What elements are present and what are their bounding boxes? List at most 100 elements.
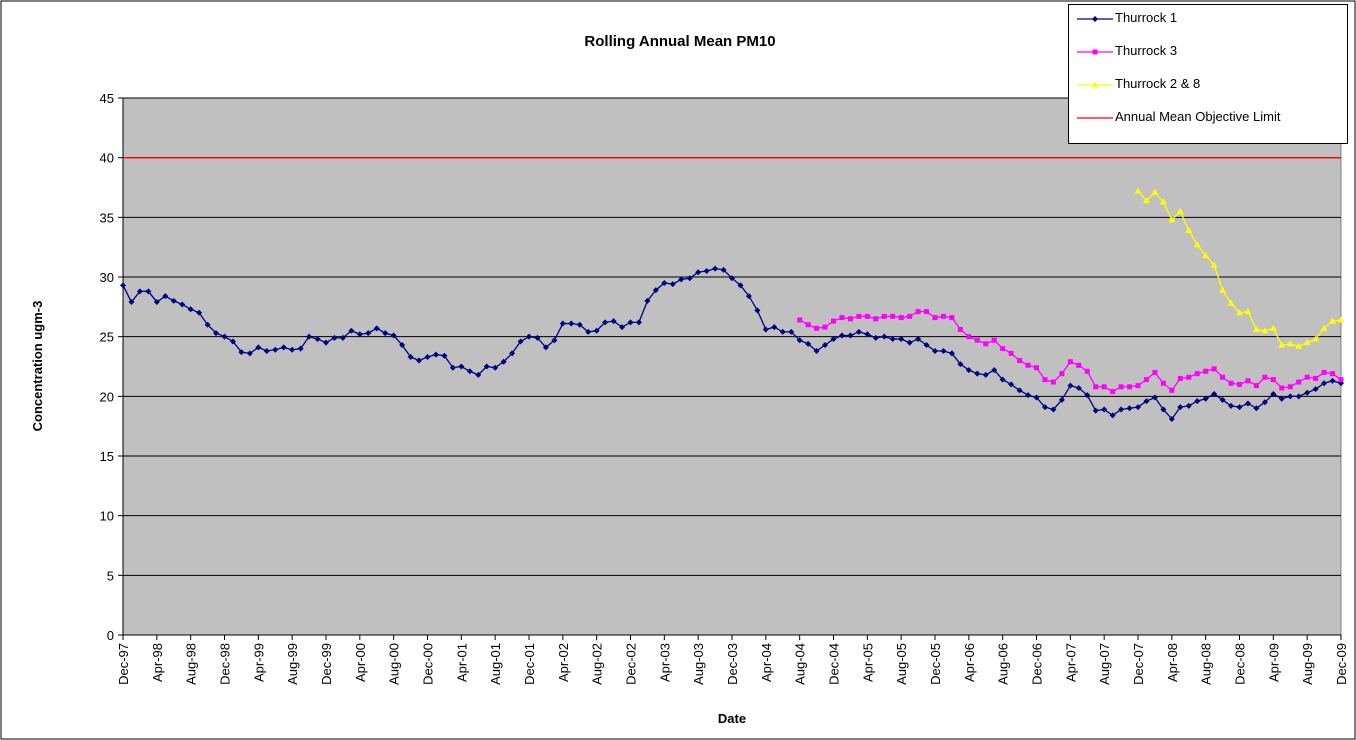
marker [1321, 369, 1327, 375]
marker [306, 333, 313, 340]
marker [238, 349, 245, 356]
marker [576, 321, 583, 328]
marker [483, 363, 490, 370]
marker [864, 313, 870, 319]
marker [1151, 188, 1159, 195]
marker [1050, 406, 1057, 413]
marker [297, 345, 304, 352]
marker [847, 316, 853, 322]
marker [1092, 16, 1098, 22]
marker [1185, 226, 1193, 233]
marker [399, 342, 406, 349]
marker [145, 288, 152, 295]
x-tick-label: Dec-02 [624, 643, 639, 685]
marker [424, 353, 431, 360]
marker [1321, 380, 1328, 387]
marker [1278, 341, 1286, 348]
marker [856, 313, 862, 319]
x-tick-label: Apr-07 [1063, 643, 1078, 682]
marker [221, 333, 228, 340]
marker [229, 338, 236, 345]
marker [1253, 405, 1260, 412]
x-tick-label: Dec-08 [1233, 643, 1248, 685]
marker [830, 336, 837, 343]
legend-item: Annual Mean Objective Limit [1075, 110, 1341, 143]
y-tick-label: 30 [100, 270, 114, 285]
chart-title: Rolling Annual Mean PM10 [584, 33, 775, 50]
marker [1025, 392, 1032, 399]
legend-swatch [1077, 16, 1113, 22]
marker [737, 282, 744, 289]
marker [720, 266, 727, 273]
marker [1261, 327, 1269, 334]
marker [1219, 396, 1226, 403]
marker [1278, 395, 1285, 402]
marker [1092, 49, 1098, 55]
marker [1313, 375, 1319, 381]
y-tick-label: 10 [100, 509, 114, 524]
y-tick-label: 5 [107, 568, 114, 583]
marker [796, 337, 803, 344]
marker [289, 346, 296, 353]
x-tick-label: Dec-01 [522, 643, 537, 685]
marker [1227, 299, 1235, 306]
marker [983, 341, 989, 347]
marker [136, 288, 143, 295]
y-tick-label: 40 [100, 151, 114, 166]
marker [889, 336, 896, 343]
legend-swatch [1077, 117, 1113, 119]
marker [1186, 374, 1192, 380]
marker [1211, 366, 1217, 372]
x-tick-label: Aug-02 [590, 643, 605, 685]
marker [932, 315, 938, 321]
marker [348, 327, 355, 334]
marker [1312, 335, 1320, 342]
marker [814, 325, 820, 331]
marker [280, 344, 287, 351]
marker [1303, 339, 1311, 346]
marker [788, 328, 795, 335]
marker [1177, 404, 1184, 411]
marker [1202, 395, 1209, 402]
marker [1101, 406, 1108, 413]
marker [838, 332, 845, 339]
marker [1236, 404, 1243, 411]
marker [1244, 400, 1251, 407]
marker [754, 307, 761, 314]
marker [1237, 381, 1242, 387]
marker [1220, 374, 1226, 380]
x-tick-label: Apr-06 [962, 643, 977, 682]
marker [1000, 346, 1006, 352]
marker [1228, 402, 1235, 409]
marker [187, 306, 194, 313]
x-tick-label: Aug-01 [488, 643, 503, 685]
marker [907, 313, 913, 319]
x-tick-label: Apr-98 [150, 643, 165, 682]
marker [729, 275, 735, 282]
marker [1270, 390, 1277, 397]
x-tick-label: Dec-05 [928, 643, 943, 685]
x-tick-label: Dec-07 [1131, 643, 1146, 685]
x-axis-label: Date [718, 711, 746, 726]
marker [1008, 350, 1014, 356]
marker [196, 309, 203, 316]
marker [1160, 406, 1167, 413]
marker [712, 265, 719, 272]
x-tick-label: Aug-98 [184, 643, 199, 685]
x-tick-label: Aug-09 [1300, 643, 1315, 685]
marker [120, 282, 126, 289]
marker [948, 350, 955, 357]
marker [779, 328, 786, 335]
x-tick-label: Dec-98 [218, 643, 233, 685]
marker [1092, 407, 1099, 414]
marker [619, 324, 626, 331]
x-tick-label: Dec-09 [1334, 643, 1349, 685]
x-tick-label: Apr-05 [860, 643, 875, 682]
marker [1295, 342, 1303, 349]
marker [534, 334, 541, 341]
marker [1084, 392, 1091, 399]
marker [441, 352, 448, 359]
marker [593, 327, 600, 334]
x-tick-label: Aug-00 [387, 643, 402, 685]
x-tick-label: Apr-09 [1266, 643, 1281, 682]
